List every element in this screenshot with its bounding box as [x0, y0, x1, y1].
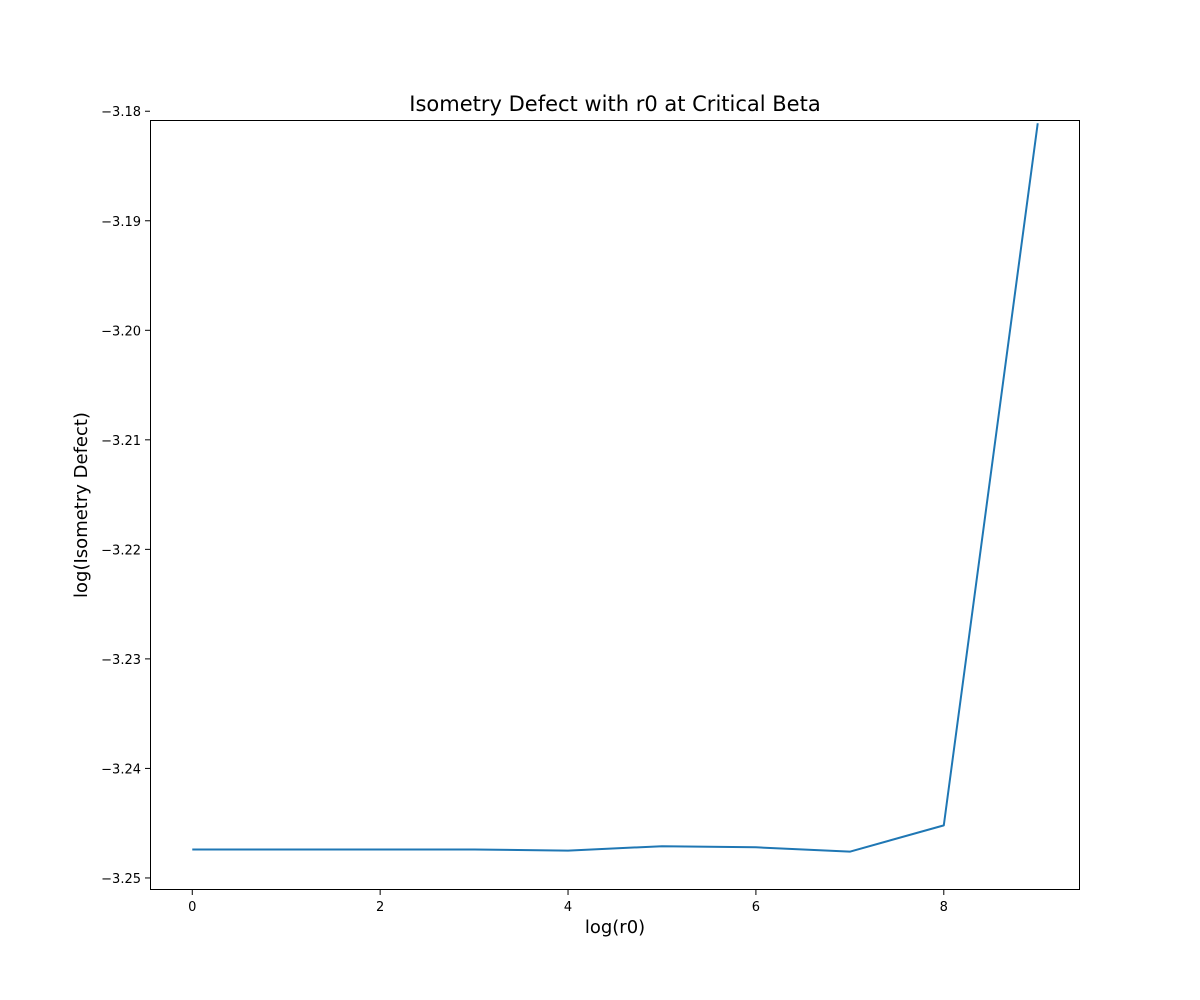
y-tick-label: −3.24: [101, 762, 141, 777]
x-axis-label: log(r0): [585, 917, 645, 938]
x-tick-label: 6: [752, 900, 760, 915]
chart-title: Isometry Defect with r0 at Critical Beta: [409, 92, 820, 116]
y-tick-label: −3.23: [101, 653, 141, 668]
y-axis: −3.25 −3.24 −3.23 −3.22 −3.21 −3.20 −3.19 −3.18: [101, 105, 150, 887]
y-tick-label: −3.18: [101, 105, 141, 120]
y-axis-label: log(Isometry Defect): [71, 412, 92, 598]
y-tick-label: −3.21: [101, 434, 141, 449]
y-tick-label: −3.20: [101, 324, 141, 339]
y-tick-label: −3.25: [101, 872, 141, 887]
x-tick-label: 2: [376, 900, 384, 915]
series-line: [192, 123, 1039, 853]
x-tick-label: 4: [564, 900, 572, 915]
x-axis: 0 2 4 6 8: [188, 890, 948, 915]
plot-area: [192, 123, 1039, 853]
x-tick-label: 0: [188, 900, 196, 915]
y-tick-label: −3.19: [101, 215, 141, 230]
plot-frame: [150, 120, 1080, 890]
x-tick-label: 8: [940, 900, 948, 915]
y-tick-label: −3.22: [101, 543, 141, 558]
